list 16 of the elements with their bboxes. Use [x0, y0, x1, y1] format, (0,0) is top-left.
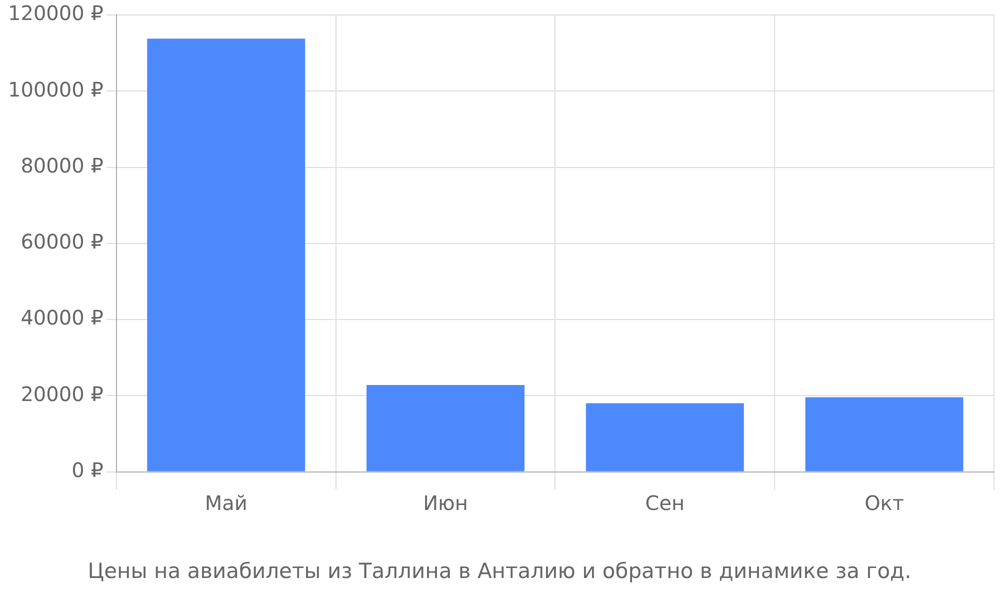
y-tick-label: 0 ₽	[72, 458, 104, 482]
bar	[147, 38, 306, 472]
text: Цены на авиабилеты из Таллина в Анталию и обратно в динамике за год.	[88, 558, 912, 583]
y-tick-label: 120000 ₽	[8, 1, 104, 26]
y-tick-label: 20000 ₽	[20, 382, 104, 406]
y-tick-label: 80000 ₽	[20, 153, 104, 178]
y-tick-label: 100000 ₽	[8, 77, 104, 102]
bar	[586, 403, 744, 472]
x-tick-label: Июн	[423, 491, 468, 516]
bar	[366, 385, 524, 472]
x-tick-label: Окт	[864, 491, 904, 516]
y-tick-label: 40000 ₽	[20, 306, 104, 330]
x-tick-label: Май	[204, 491, 248, 516]
bar	[805, 397, 964, 472]
x-tick-label: Сен	[645, 491, 685, 516]
y-tick-label: 60000 ₽	[20, 230, 104, 254]
